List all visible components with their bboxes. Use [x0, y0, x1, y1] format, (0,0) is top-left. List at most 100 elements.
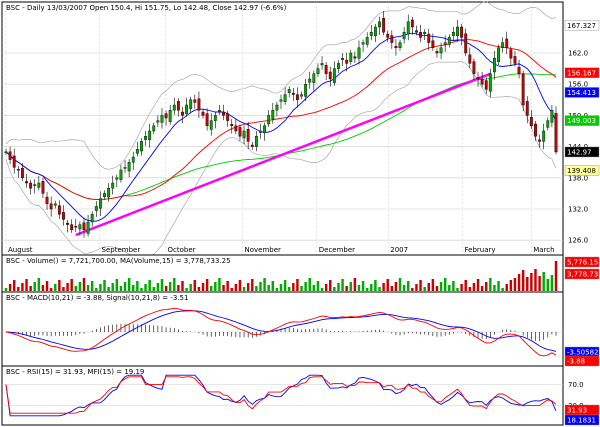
volume-bar: [222, 285, 225, 291]
candle: [493, 58, 496, 73]
candle: [82, 222, 86, 230]
candle: [443, 42, 447, 45]
candle: [242, 130, 246, 139]
volume-bar: [509, 280, 513, 291]
volume-bar: [123, 282, 127, 291]
candle: [78, 224, 82, 230]
price-badge: 167.327: [567, 22, 596, 30]
volume-bar: [168, 282, 172, 291]
volume-bar: [485, 282, 488, 291]
candle: [373, 26, 377, 37]
candle: [181, 111, 184, 116]
price-badge: 142.97: [567, 148, 592, 156]
macd-badge: -3.88: [567, 358, 585, 366]
volume-bar: [439, 282, 443, 291]
candle: [464, 33, 468, 54]
volume-bar: [513, 278, 517, 291]
y-tick-label: 156.0: [568, 81, 588, 89]
candle: [213, 115, 217, 121]
price-panel: [1, 1, 564, 256]
candle: [312, 73, 316, 83]
price-badge-bg: [564, 67, 600, 78]
volume-bar: [390, 286, 394, 291]
volume-bar: [99, 284, 102, 291]
candle: [66, 222, 69, 225]
candle: [193, 99, 197, 103]
volume-bar: [337, 283, 340, 291]
y-tick-label: 162.0: [568, 50, 588, 58]
volume-bar: [54, 284, 57, 291]
candle: [115, 177, 119, 180]
candle: [156, 120, 160, 123]
candle: [349, 52, 353, 62]
candle: [53, 203, 57, 206]
candle: [172, 104, 176, 111]
volume-bar: [448, 285, 451, 291]
volume-bar: [173, 278, 176, 291]
candle: [111, 182, 115, 189]
y-tick-label: 132.0: [568, 206, 588, 214]
candle: [345, 59, 349, 64]
candle: [316, 68, 320, 74]
volume-bar: [246, 283, 250, 291]
candle: [497, 47, 500, 63]
volume-title: BSC - Volume() = 7,721,700.00, MA(Volume…: [6, 257, 231, 265]
volume-bar: [214, 282, 217, 291]
volume-bar: [476, 279, 480, 291]
candle: [394, 46, 398, 49]
volume-bar: [526, 277, 529, 291]
volume-bar: [62, 287, 65, 291]
macd-badge-bg: [564, 355, 600, 367]
candle: [131, 156, 135, 163]
macd-line: [5, 307, 557, 357]
candle: [29, 182, 33, 189]
trendline: [75, 72, 491, 237]
volume-bar: [349, 282, 352, 291]
candle: [246, 128, 250, 142]
price-title: BSC - Daily 13/03/2007 Open 150.4, Hi 15…: [6, 4, 287, 12]
candle: [90, 213, 94, 223]
price-badge: 149.003: [567, 117, 596, 125]
candle: [222, 111, 225, 116]
volume-badge: 5,776.15: [567, 259, 598, 267]
candle: [4, 151, 8, 154]
candle: [271, 109, 275, 120]
candle: [324, 65, 328, 75]
volume-bar: [374, 280, 377, 291]
candle: [185, 104, 189, 114]
candle: [554, 113, 558, 153]
candle: [427, 33, 431, 43]
volume-bar: [197, 287, 201, 291]
candle: [119, 169, 123, 180]
candle: [410, 19, 414, 28]
volume-bar: [218, 278, 221, 291]
volume-bar: [329, 280, 332, 291]
candle: [341, 58, 344, 60]
volume-badge-bg: [564, 268, 600, 280]
candle: [259, 130, 262, 133]
candle: [295, 94, 299, 100]
volume-bar: [189, 284, 192, 291]
volume-bar: [74, 286, 77, 291]
candle: [70, 224, 74, 231]
volume-bar: [382, 283, 385, 291]
volume-badge: 3,778.733: [567, 271, 600, 279]
candle: [369, 32, 373, 36]
volume-bar: [90, 281, 94, 291]
volume-bar: [501, 288, 504, 291]
volume-bar: [234, 284, 238, 291]
candle: [382, 17, 386, 33]
volume-bar: [21, 283, 24, 291]
volume-bar: [386, 279, 389, 291]
volume-bar: [259, 282, 262, 291]
candle: [398, 42, 402, 48]
price-badge-bg: [564, 146, 600, 158]
candle: [234, 125, 238, 132]
candle: [365, 37, 369, 45]
volume-bar: [230, 288, 233, 291]
volume-bar: [296, 279, 299, 291]
candle: [378, 21, 381, 28]
volume-bar: [210, 286, 213, 291]
volume-bar: [312, 285, 316, 291]
volume-bar: [435, 286, 439, 291]
